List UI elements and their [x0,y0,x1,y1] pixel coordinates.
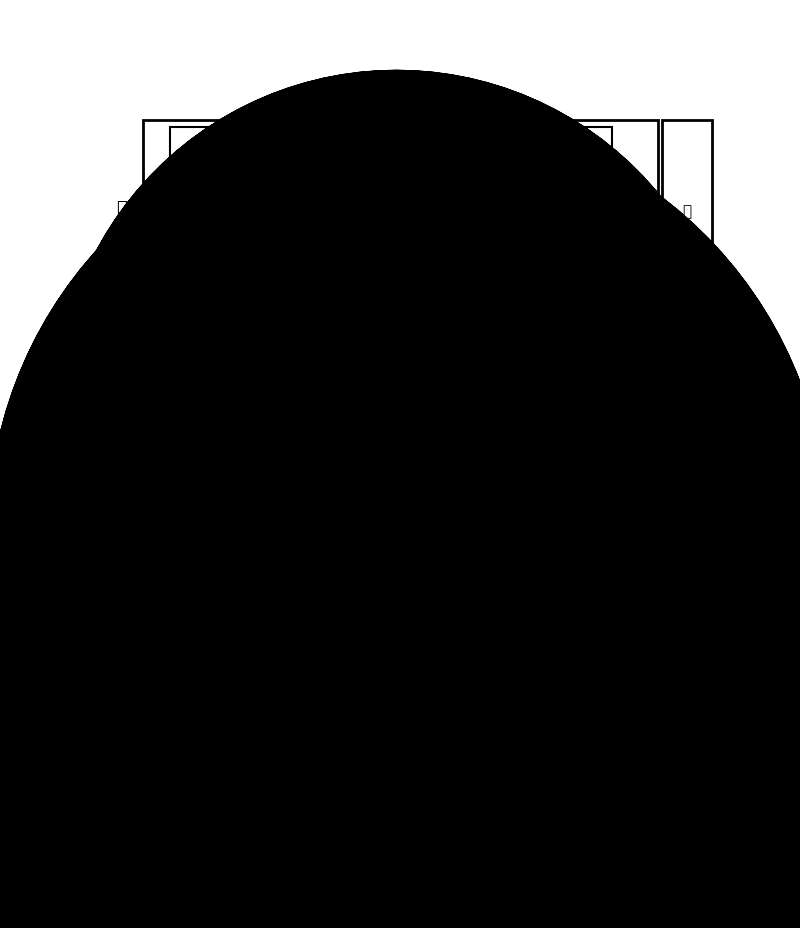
Bar [142,764,270,804]
Text: 惯性准则: 惯性准则 [500,136,537,151]
Bar [445,230,604,330]
Bar [176,240,338,275]
Bar [166,230,406,357]
Bar [338,764,482,804]
Bar [426,128,611,178]
Text: 信号窗口W（W₁,W₂）: 信号窗口W（W₁,W₂） [210,297,306,310]
Bar [142,121,658,451]
Text: 双
模
切
换
状
态
判
断: 双 模 切 换 状 态 判 断 [116,200,127,372]
Bar [174,377,619,414]
Text: 效率准则: 效率准则 [242,136,279,151]
Text: 类型判断: 类型判断 [392,599,428,614]
Bar [543,764,671,804]
Polygon shape [348,576,472,637]
Bar [150,488,666,538]
Bar [662,121,712,451]
Text: GPSONE基站与GPS星座排列: GPSONE基站与GPS星座排列 [317,388,476,403]
Text: 双模GPC 算法的平滑切换: 双模GPC 算法的平滑切换 [330,504,486,522]
Text: t0+1<t+k ≤t+N: t0+1<t+k ≤t+N [353,777,468,791]
Text: 速度阈值: 速度阈值 [506,252,542,267]
Text: 平面方里网高程H（m,d,h）: 平面方里网高程H（m,d,h） [201,251,314,264]
Text: 信
号
阈
值: 信 号 阈 值 [387,268,394,320]
Text: 临
界
切
换
与
缓
冲
区
域: 临 界 切 换 与 缓 冲 区 域 [682,204,692,367]
Text: t+k<t0+1: t+k<t0+1 [170,777,242,791]
Text: C（B₀₁）:T×D×S→V: C（B₀₁）:T×D×S→V [205,158,317,171]
Text: Vc=｛V+F（d）｝/L: Vc=｛V+F（d）｝/L [474,291,575,304]
Bar [170,128,352,178]
Bar [176,287,338,320]
Text: t+k=t0+1: t+k=t0+1 [571,777,643,791]
Text: Z（d， p， s）U B=r: Z（d， p， s）U B=r [466,158,572,171]
